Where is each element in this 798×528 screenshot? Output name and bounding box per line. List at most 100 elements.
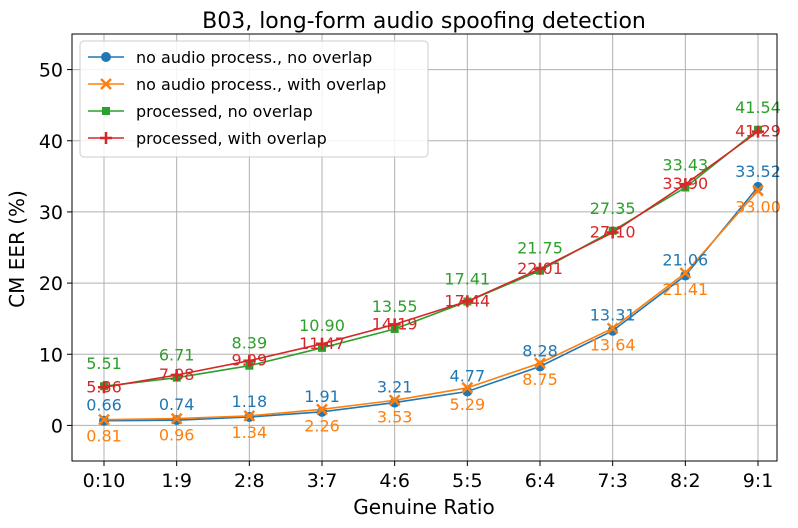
x-tick-label: 5:5 xyxy=(452,470,483,492)
data-point-marker xyxy=(98,413,110,426)
data-label: 3.53 xyxy=(377,407,413,426)
data-point-marker xyxy=(98,381,110,394)
y-tick-label: 30 xyxy=(39,202,63,224)
data-label: 5.36 xyxy=(86,377,122,396)
data-label: 22.01 xyxy=(517,259,563,278)
data-label: 8.75 xyxy=(522,370,558,389)
legend-entry: processed, no overlap xyxy=(136,102,313,121)
tick-layer: 0:10 1:9 2:8 3:7 4:6 5:5 6:4 7:3 8:2 9:1 0 10 20 30 40… xyxy=(39,60,773,492)
data-point-marker xyxy=(534,357,546,370)
data-label: 1.91 xyxy=(304,387,340,406)
series-line-2 xyxy=(103,129,759,387)
data-point-marker xyxy=(679,267,692,279)
data-point-marker xyxy=(534,262,546,275)
series-layer xyxy=(98,125,764,426)
data-label: 3.21 xyxy=(377,378,413,397)
data-label: 7.08 xyxy=(159,365,195,384)
data-label: 17.41 xyxy=(444,270,490,289)
legend-marker xyxy=(101,52,111,62)
grid-layer xyxy=(72,34,777,461)
data-point-marker xyxy=(461,295,474,308)
data-point-marker xyxy=(388,318,401,331)
series-line-1 xyxy=(103,190,759,421)
data-label: 9.09 xyxy=(232,351,268,370)
data-point-marker xyxy=(461,381,474,394)
data-label: 41.29 xyxy=(735,122,781,141)
data-label: 6.71 xyxy=(159,346,195,365)
data-point-marker xyxy=(316,337,328,350)
data-label: 0.96 xyxy=(159,426,195,445)
data-label: 21.06 xyxy=(662,251,708,270)
data-label: 33.90 xyxy=(662,174,708,193)
data-label: 13.64 xyxy=(590,335,636,354)
legend-entry: no audio process., no overlap xyxy=(136,48,372,67)
legend-entry: processed, with overlap xyxy=(136,129,327,148)
data-point-marker xyxy=(606,322,619,335)
x-tick-label: 4:6 xyxy=(379,470,410,492)
data-point-marker xyxy=(170,412,183,425)
y-axis-label: CM EER (%) xyxy=(5,190,29,308)
data-point-marker xyxy=(752,125,764,138)
data-label: 1.18 xyxy=(232,392,268,411)
data-label: 17.44 xyxy=(444,291,490,310)
data-label: 0.81 xyxy=(86,427,122,446)
legend-marker xyxy=(100,78,112,90)
data-point-marker xyxy=(243,354,256,367)
data-label: 21.75 xyxy=(517,239,563,258)
data-point-marker xyxy=(679,178,692,191)
data-label-layer: 0.66 0.74 1.18 1.91 3.21 4.77 8.28 13.31 21.06 33… xyxy=(86,98,781,446)
data-label: 21.41 xyxy=(662,280,708,299)
data-label: 27.35 xyxy=(590,199,636,218)
legend-entry: no audio process., with overlap xyxy=(136,75,386,94)
data-point-marker xyxy=(316,403,328,416)
legend-marker xyxy=(102,107,110,115)
legend-marker xyxy=(100,132,112,144)
x-tick-label: 6:4 xyxy=(525,470,556,492)
y-tick-label: 40 xyxy=(39,131,63,153)
data-label: 0.74 xyxy=(159,395,195,414)
data-label: 8.28 xyxy=(522,341,558,360)
x-tick-label: 3:7 xyxy=(307,470,338,492)
data-label: 27.10 xyxy=(590,223,636,242)
y-tick-label: 10 xyxy=(39,344,63,366)
x-tick-label: 1:9 xyxy=(161,470,192,492)
data-point-marker xyxy=(607,325,618,336)
data-point-marker xyxy=(680,270,691,281)
series-line-0 xyxy=(103,186,759,422)
chart-title: B03, long-form audio spoofing detection xyxy=(202,9,646,34)
series-line-3 xyxy=(103,130,759,389)
data-label: 33.52 xyxy=(735,162,781,181)
data-label: 41.54 xyxy=(735,98,781,117)
data-label: 5.29 xyxy=(450,395,486,414)
y-tick-label: 20 xyxy=(39,273,63,295)
x-tick-label: 2:8 xyxy=(234,470,265,492)
plot-frame xyxy=(71,33,778,462)
data-point-marker xyxy=(606,226,619,239)
data-label: 5.51 xyxy=(86,354,122,373)
data-point-marker xyxy=(243,409,256,422)
legend: no audio process., no overlap no audio pr… xyxy=(79,40,429,158)
data-label: 4.77 xyxy=(450,366,486,385)
data-label: 0.66 xyxy=(86,396,122,415)
data-label: 11.47 xyxy=(299,334,345,353)
x-tick-label: 0:10 xyxy=(83,470,126,492)
data-label: 13.31 xyxy=(590,306,636,325)
data-point-marker xyxy=(388,394,401,407)
data-label: 33.00 xyxy=(735,198,781,217)
data-point-marker xyxy=(752,184,764,197)
data-label: 33.43 xyxy=(662,156,708,175)
data-label: 13.55 xyxy=(372,297,418,316)
x-axis-label: Genuine Ratio xyxy=(353,495,494,519)
data-label: 8.39 xyxy=(232,334,268,353)
x-tick-label: 7:3 xyxy=(597,470,628,492)
x-tick-label: 8:2 xyxy=(670,470,701,492)
legend-box xyxy=(79,40,429,158)
data-label: 1.34 xyxy=(232,423,268,442)
x-tick-label: 9:1 xyxy=(743,470,774,492)
y-tick-label: 0 xyxy=(51,415,63,437)
data-label: 14.19 xyxy=(372,314,418,333)
data-point-marker xyxy=(170,369,183,382)
data-label: 10.90 xyxy=(299,316,345,335)
y-tick-label: 50 xyxy=(39,60,63,82)
